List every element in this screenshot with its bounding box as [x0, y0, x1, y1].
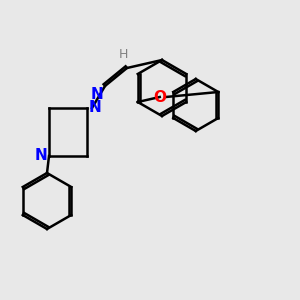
Text: H: H: [118, 48, 128, 61]
Text: O: O: [153, 89, 166, 104]
Text: N: N: [90, 87, 103, 102]
Text: N: N: [89, 100, 102, 116]
Text: N: N: [34, 148, 47, 164]
